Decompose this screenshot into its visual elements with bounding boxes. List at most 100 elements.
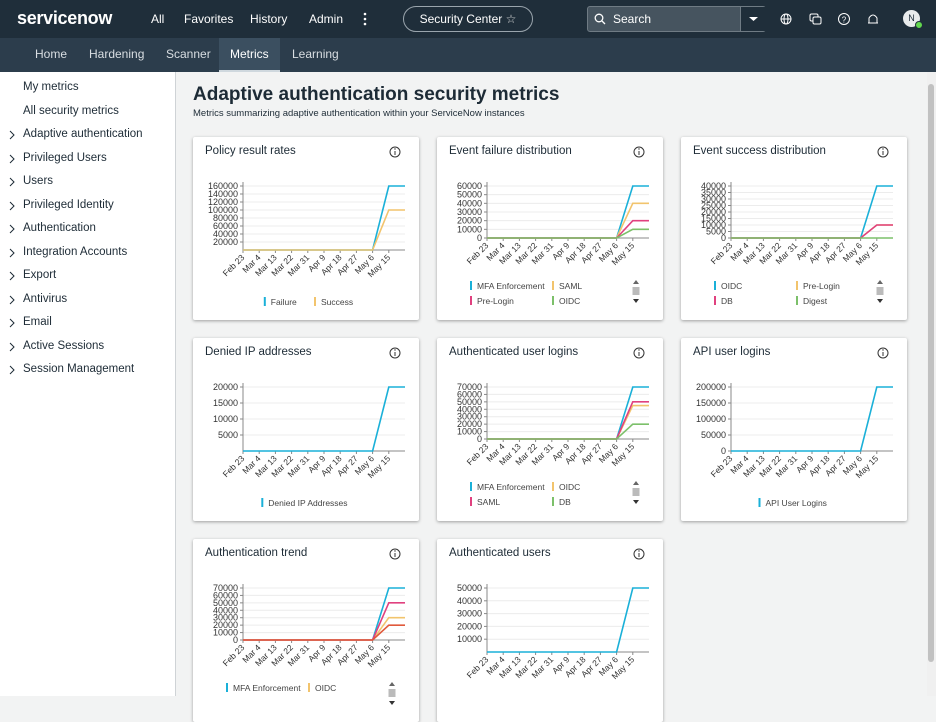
y-tick-label: 30000	[457, 207, 482, 217]
info-icon[interactable]	[877, 146, 889, 158]
chevron[interactable]	[8, 295, 16, 305]
legend-label: OIDC	[721, 281, 742, 291]
sidebar-group[interactable]: Privileged Users	[23, 151, 107, 164]
chevron[interactable]	[8, 318, 16, 328]
tab[interactable]: Metrics	[219, 38, 280, 72]
legend-item[interactable]: SAML	[470, 497, 500, 507]
legend-scroll[interactable]	[388, 682, 396, 705]
legend-item[interactable]: DB	[552, 497, 571, 507]
chevron[interactable]	[8, 248, 16, 258]
info-icon[interactable]	[389, 347, 401, 359]
legend-swatch	[314, 297, 316, 306]
card-title: Event success distribution	[693, 145, 826, 157]
info-icon[interactable]	[389, 146, 401, 158]
sidebar-link[interactable]: All security metrics	[23, 104, 119, 117]
legend-swatch	[470, 482, 472, 491]
bell-icon[interactable]	[868, 14, 878, 24]
info-dot	[394, 148, 396, 150]
legend-item[interactable]: DB	[714, 296, 733, 306]
legend-item[interactable]: Denied IP Addresses	[261, 498, 348, 508]
chevron[interactable]	[8, 154, 16, 164]
info-icon[interactable]	[877, 347, 889, 359]
sidebar-group[interactable]: Active Sessions	[23, 339, 105, 352]
sidebar-group[interactable]: Email	[23, 316, 52, 328]
sidebar-group[interactable]: Privileged Identity	[23, 198, 114, 211]
legend-item[interactable]: API User Logins	[758, 498, 827, 508]
info-icon[interactable]	[633, 347, 645, 359]
search-dropdown[interactable]	[740, 7, 766, 31]
app-pill[interactable]: Security Center ☆	[403, 6, 533, 32]
chevron[interactable]	[8, 130, 16, 140]
metric-card: Denied IP addresses 5000 10000 15000 20000 Fe…	[193, 338, 419, 521]
legend-item[interactable]: SAML	[552, 281, 582, 291]
info-icon[interactable]	[633, 548, 645, 560]
y-tick-label: 40000	[457, 404, 482, 414]
info-dot	[638, 148, 640, 150]
sidebar-group[interactable]: Authentication	[23, 222, 96, 234]
legend-item[interactable]: OIDC	[714, 281, 742, 291]
sidebar-group[interactable]: Session Management	[23, 363, 135, 375]
help-icon[interactable]: ?	[838, 13, 850, 25]
legend-item[interactable]: OIDC	[308, 683, 336, 693]
logo[interactable]: servicenow	[17, 8, 113, 28]
y-tick-label: 40000	[457, 596, 482, 606]
y-tick-label: 80000	[213, 213, 238, 223]
legend-scroll[interactable]	[632, 280, 640, 303]
legend-item[interactable]: Failure	[263, 297, 297, 307]
more-icon[interactable]	[360, 12, 370, 26]
legend-label: Failure	[271, 297, 297, 307]
tab[interactable]: Hardening	[89, 47, 145, 61]
y-tick-label: 35000	[701, 188, 726, 198]
metric-card: API user logins 0 50000 100000 150000 200000 F…	[681, 338, 907, 521]
sidebar: My metrics All security metrics Adaptive a…	[0, 72, 176, 696]
sidebar-group[interactable]: Antivirus	[23, 292, 68, 305]
nav-item[interactable]: Admin	[309, 12, 344, 26]
nav-item[interactable]: All	[151, 12, 165, 26]
globe-icon[interactable]	[780, 13, 792, 25]
tab[interactable]: Home	[35, 47, 68, 61]
chevron[interactable]	[8, 201, 16, 211]
card-title: API user logins	[693, 346, 771, 358]
legend-item[interactable]: OIDC	[552, 296, 580, 306]
search-box[interactable]: Search	[587, 6, 766, 32]
legend-label: DB	[559, 497, 571, 507]
series-line	[243, 209, 405, 251]
card-title: Event failure distribution	[449, 145, 572, 157]
scroll-thumb[interactable]	[928, 84, 934, 662]
legend-item[interactable]: Success	[314, 297, 353, 307]
legend-item[interactable]: OIDC	[552, 482, 580, 492]
info-icon[interactable]	[633, 146, 645, 158]
nav-item[interactable]: Favorites	[184, 12, 234, 26]
info-icon[interactable]	[389, 548, 401, 560]
legend-item[interactable]: MFA Enforcement	[470, 281, 545, 291]
legend-scroll[interactable]	[876, 280, 884, 303]
chevron[interactable]	[8, 224, 16, 234]
sidebar-group[interactable]: Export	[23, 269, 57, 281]
chevron[interactable]	[8, 177, 16, 187]
sidebar-group[interactable]: Adaptive authentication	[23, 128, 143, 140]
y-tick-label: 20000	[457, 216, 482, 226]
legend-swatch	[261, 498, 264, 507]
sidebar-group[interactable]: Users	[23, 175, 54, 187]
caret	[749, 17, 758, 21]
legend-item[interactable]: MFA Enforcement	[226, 683, 301, 693]
series-line	[731, 386, 893, 452]
tab[interactable]: Learning	[292, 47, 339, 61]
sidebar-group[interactable]: Integration Accounts	[23, 245, 128, 258]
legend-item[interactable]: Digest	[796, 296, 828, 306]
legend-scroll[interactable]	[632, 481, 640, 504]
scroll-thumb	[388, 689, 396, 697]
legend-item[interactable]: MFA Enforcement	[470, 482, 545, 492]
tab[interactable]: Scanner	[166, 47, 211, 61]
legend-item[interactable]: Pre-Login	[470, 296, 514, 306]
sidebar-link[interactable]: My metrics	[23, 81, 79, 93]
chevron[interactable]	[8, 342, 16, 352]
legend-label: Pre-Login	[803, 281, 840, 291]
y-tick-label: 5000	[218, 430, 238, 440]
scrollbar[interactable]	[927, 72, 936, 696]
chat-icon[interactable]	[809, 13, 822, 25]
chevron[interactable]	[8, 271, 16, 281]
legend-item[interactable]: Pre-Login	[796, 281, 840, 291]
chevron[interactable]	[8, 365, 16, 375]
nav-item[interactable]: History	[250, 12, 288, 26]
